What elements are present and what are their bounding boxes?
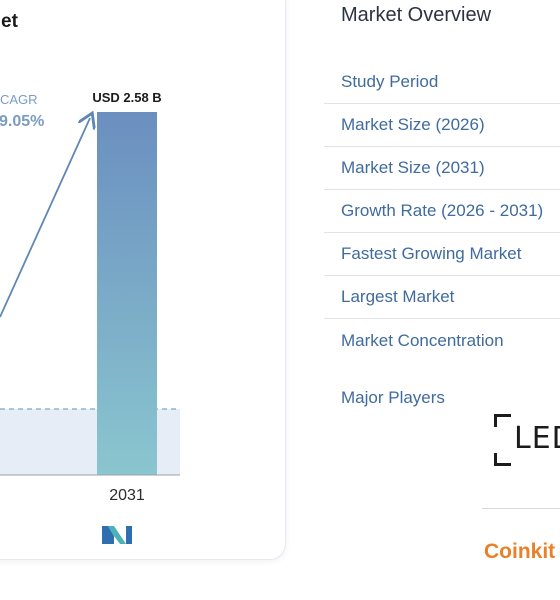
bar-2031: [97, 112, 157, 475]
overview-row-market-size-2031: Market Size (2031): [324, 147, 560, 190]
cagr-label: CAGR: [0, 92, 38, 107]
logo-divider: [482, 508, 560, 509]
market-overview-list: Study Period Market Size (2026) Market S…: [324, 61, 560, 362]
brand-logo-icon: [102, 526, 132, 544]
player-logo-led-text: LED: [514, 421, 560, 456]
logo-bracket-top: [494, 414, 511, 427]
overview-row-growth-rate: Growth Rate (2026 - 2031): [324, 190, 560, 233]
player-logo-led[interactable]: LED: [494, 414, 560, 466]
market-overview-title: Market Overview: [341, 4, 492, 26]
overview-row-market-size-2026: Market Size (2026): [324, 104, 560, 147]
cagr-value: 9.05%: [0, 113, 44, 130]
overview-row-largest-market: Largest Market: [324, 276, 560, 319]
overview-row-fastest-growing-market: Fastest Growing Market: [324, 233, 560, 276]
logo-bracket-bottom: [494, 453, 511, 466]
growth-arrow: [0, 118, 90, 318]
overview-row-market-concentration: Market Concentration: [341, 330, 504, 350]
x-tick-label-2031: 2031: [109, 487, 145, 504]
chart-title: et: [1, 11, 18, 32]
market-size-chart: USD 2.58 B 2031 CAGR 9.05%: [0, 90, 180, 544]
player-logo-coinkit[interactable]: Coinkit: [484, 540, 556, 563]
major-players-label: Major Players: [341, 388, 445, 407]
bar-data-label-2031: USD 2.58 B: [92, 90, 161, 105]
overview-row-study-period: Study Period: [324, 61, 560, 104]
